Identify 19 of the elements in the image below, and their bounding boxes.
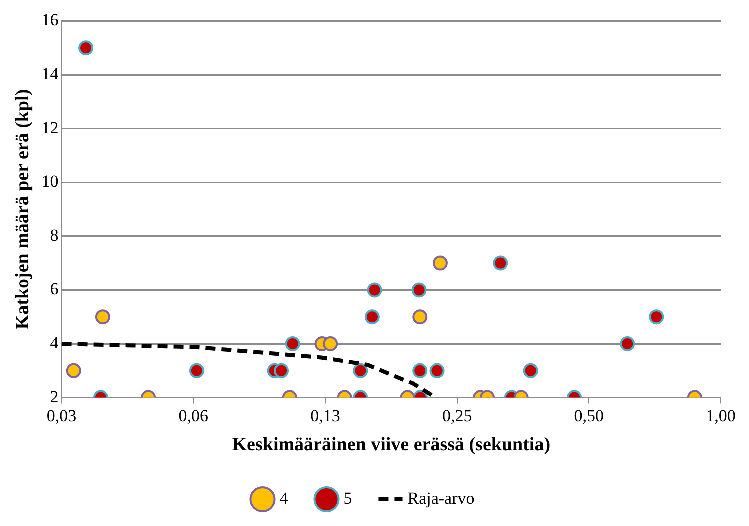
x-tick-label: 0,13 bbox=[310, 406, 340, 426]
x-tick-label: 0,03 bbox=[46, 406, 77, 426]
y-tick-label: 12 bbox=[42, 118, 59, 138]
legend-label: 5 bbox=[344, 488, 352, 508]
y-tick-label: 6 bbox=[50, 280, 59, 299]
x-tick-label: 0,25 bbox=[442, 406, 472, 426]
y-tick-label: 10 bbox=[42, 172, 59, 192]
x-tick-label: 0,50 bbox=[574, 406, 604, 426]
x-tick-label: 1,00 bbox=[706, 406, 736, 426]
legend-label: 4 bbox=[280, 488, 289, 508]
y-tick-label: 16 bbox=[42, 10, 59, 30]
y-tick-label: 8 bbox=[50, 226, 59, 245]
y-tick-label: 4 bbox=[50, 333, 60, 352]
x-tick-label: 0,06 bbox=[178, 406, 209, 426]
y-axis-title: Katkojen määrä per erä (kpl) bbox=[12, 89, 34, 330]
x-axis-title: Keskimääräinen viive erässä (sekuntia) bbox=[232, 434, 551, 456]
y-tick-label: 14 bbox=[42, 64, 60, 84]
legend-label: Raja-arvo bbox=[408, 488, 475, 508]
y-tick-label: 2 bbox=[50, 387, 59, 406]
